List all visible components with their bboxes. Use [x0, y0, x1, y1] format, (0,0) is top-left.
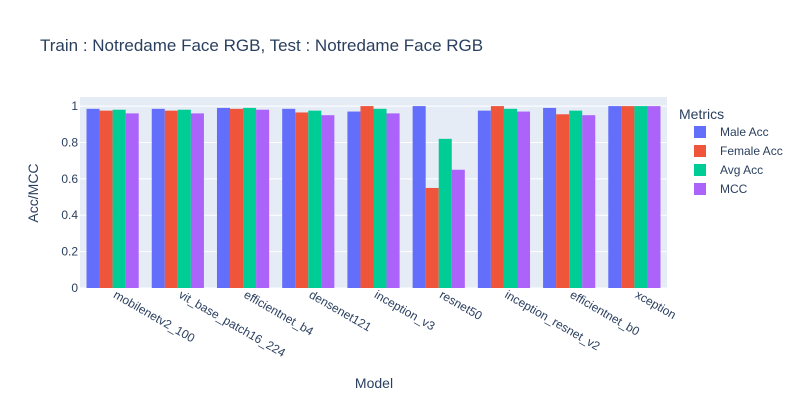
bar-male-acc [608, 106, 622, 288]
legend: Male Acc Female Acc Avg Acc MCC [694, 125, 783, 196]
bar-female-acc [490, 106, 504, 288]
bar-female-acc [360, 106, 374, 288]
bar-male-acc [216, 107, 231, 289]
bar-female-acc [425, 187, 439, 288]
bar-female-acc [230, 108, 244, 288]
bar-female-acc [621, 106, 635, 288]
legend-swatch [694, 126, 706, 138]
legend-swatch [694, 183, 706, 195]
bar-mcc [190, 113, 204, 288]
bar-mcc [451, 169, 465, 288]
bar-mcc [321, 115, 335, 288]
bar-avg-acc [243, 107, 257, 289]
bar-mcc [516, 111, 531, 288]
legend-label: Male Acc [720, 125, 769, 139]
legend-title: Metrics [679, 106, 724, 122]
y-tick-label: 0.6 [61, 172, 78, 186]
bar-avg-acc [112, 109, 126, 288]
bar-male-acc [477, 110, 491, 289]
bar-female-acc [295, 112, 309, 288]
bar-male-acc [282, 108, 296, 288]
bar-avg-acc [503, 108, 517, 288]
bar-avg-acc [438, 138, 452, 288]
y-axis-ticks: 0 0.2 0.4 0.6 0.8 1 [61, 99, 78, 295]
bar-male-acc [86, 108, 100, 288]
bar-mcc [386, 113, 400, 288]
bar-avg-acc [634, 106, 648, 288]
bar-avg-acc [569, 110, 583, 289]
y-tick-label: 0.4 [61, 208, 78, 222]
legend-swatch [694, 164, 706, 176]
bar-mcc [125, 113, 139, 288]
bar-female-acc [99, 110, 113, 289]
chart-title: Train : Notredame Face RGB, Test : Notre… [40, 36, 483, 55]
bar-male-acc [151, 108, 165, 288]
bar-male-acc [543, 107, 557, 289]
legend-label: MCC [720, 182, 748, 196]
y-tick-label: 1 [71, 99, 78, 113]
bar-mcc [647, 106, 661, 288]
bar-avg-acc [373, 108, 387, 288]
bar-avg-acc [177, 109, 191, 288]
legend-label: Avg Acc [720, 163, 763, 177]
bar-male-acc [412, 106, 426, 288]
bar-female-acc [164, 110, 178, 289]
y-tick-label: 0.8 [61, 135, 78, 149]
y-tick-label: 0.2 [61, 245, 78, 259]
bar-avg-acc [308, 110, 322, 289]
bar-mcc [256, 109, 270, 288]
x-axis-title: Model [355, 375, 393, 391]
y-tick-label: 0 [71, 281, 78, 295]
bars [86, 106, 661, 289]
legend-label: Female Acc [720, 144, 783, 158]
bar-male-acc [347, 111, 361, 288]
bar-mcc [582, 115, 596, 288]
legend-swatch [694, 145, 706, 157]
bar-female-acc [556, 114, 570, 289]
y-axis-title: Acc/MCC [25, 163, 41, 222]
